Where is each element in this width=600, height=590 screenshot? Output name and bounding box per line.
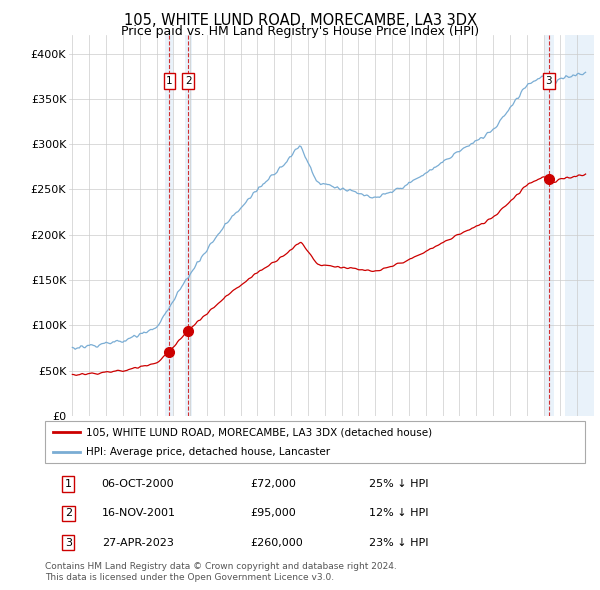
Text: 06-OCT-2000: 06-OCT-2000 [101,479,175,489]
Text: 2: 2 [185,76,191,86]
Text: 105, WHITE LUND ROAD, MORECAMBE, LA3 3DX: 105, WHITE LUND ROAD, MORECAMBE, LA3 3DX [124,13,476,28]
Text: 105, WHITE LUND ROAD, MORECAMBE, LA3 3DX (detached house): 105, WHITE LUND ROAD, MORECAMBE, LA3 3DX… [86,427,431,437]
Text: 3: 3 [545,76,552,86]
Text: Contains HM Land Registry data © Crown copyright and database right 2024.
This d: Contains HM Land Registry data © Crown c… [45,562,397,582]
Text: 1: 1 [65,479,72,489]
Text: £260,000: £260,000 [250,537,303,548]
Text: 16-NOV-2001: 16-NOV-2001 [101,509,176,518]
Text: 25% ↓ HPI: 25% ↓ HPI [369,479,428,489]
Text: 1: 1 [166,76,173,86]
Text: £72,000: £72,000 [250,479,296,489]
Text: HPI: Average price, detached house, Lancaster: HPI: Average price, detached house, Lanc… [86,447,329,457]
Text: 27-APR-2023: 27-APR-2023 [101,537,173,548]
Text: 12% ↓ HPI: 12% ↓ HPI [369,509,428,518]
Bar [565,35,594,416]
Text: £95,000: £95,000 [250,509,296,518]
Bar [165,35,173,416]
Text: Price paid vs. HM Land Registry's House Price Index (HPI): Price paid vs. HM Land Registry's House … [121,25,479,38]
Bar [185,35,192,416]
Text: 2: 2 [65,509,72,518]
Bar [545,35,554,416]
Text: 3: 3 [65,537,72,548]
FancyBboxPatch shape [45,421,585,463]
Text: 23% ↓ HPI: 23% ↓ HPI [369,537,428,548]
